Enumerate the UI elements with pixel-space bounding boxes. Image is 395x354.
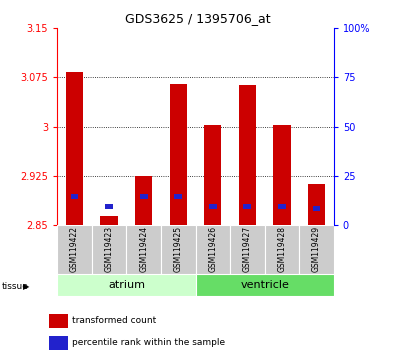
Bar (92, 225, 126, 274)
Bar (135, 176, 152, 225)
Text: transformed count: transformed count (71, 316, 156, 325)
Bar (105, 204, 113, 209)
Bar (49, 314, 68, 327)
Bar (126, 225, 161, 274)
Bar (140, 194, 148, 199)
Text: GSM119424: GSM119424 (139, 225, 148, 272)
Text: GSM119422: GSM119422 (70, 225, 79, 272)
Text: atrium: atrium (108, 280, 145, 290)
Bar (243, 204, 251, 209)
Bar (174, 194, 182, 199)
Text: percentile rank within the sample: percentile rank within the sample (71, 338, 225, 347)
Text: GSM119429: GSM119429 (312, 225, 321, 272)
Text: GSM119427: GSM119427 (243, 225, 252, 272)
Bar (169, 84, 187, 225)
Text: GSM119428: GSM119428 (277, 225, 286, 272)
Bar (308, 184, 325, 225)
Text: ventricle: ventricle (240, 280, 289, 290)
Text: GDS3625 / 1395706_at: GDS3625 / 1395706_at (125, 12, 270, 25)
Bar (265, 225, 299, 274)
Text: tissue: tissue (2, 281, 29, 291)
Bar (57, 274, 196, 296)
Bar (161, 225, 196, 274)
Text: ▶: ▶ (23, 281, 29, 291)
Bar (196, 225, 230, 274)
Text: GSM119426: GSM119426 (208, 225, 217, 272)
Bar (66, 72, 83, 225)
Text: GSM119423: GSM119423 (105, 225, 114, 272)
Bar (71, 194, 79, 199)
Bar (312, 206, 320, 211)
Bar (239, 85, 256, 225)
Bar (230, 225, 265, 274)
Bar (49, 336, 68, 350)
Bar (204, 125, 222, 225)
Bar (273, 125, 291, 225)
Bar (299, 225, 334, 274)
Bar (209, 204, 217, 209)
Bar (278, 204, 286, 209)
Bar (57, 225, 92, 274)
Bar (100, 216, 118, 225)
Bar (196, 274, 334, 296)
Text: GSM119425: GSM119425 (174, 225, 183, 272)
